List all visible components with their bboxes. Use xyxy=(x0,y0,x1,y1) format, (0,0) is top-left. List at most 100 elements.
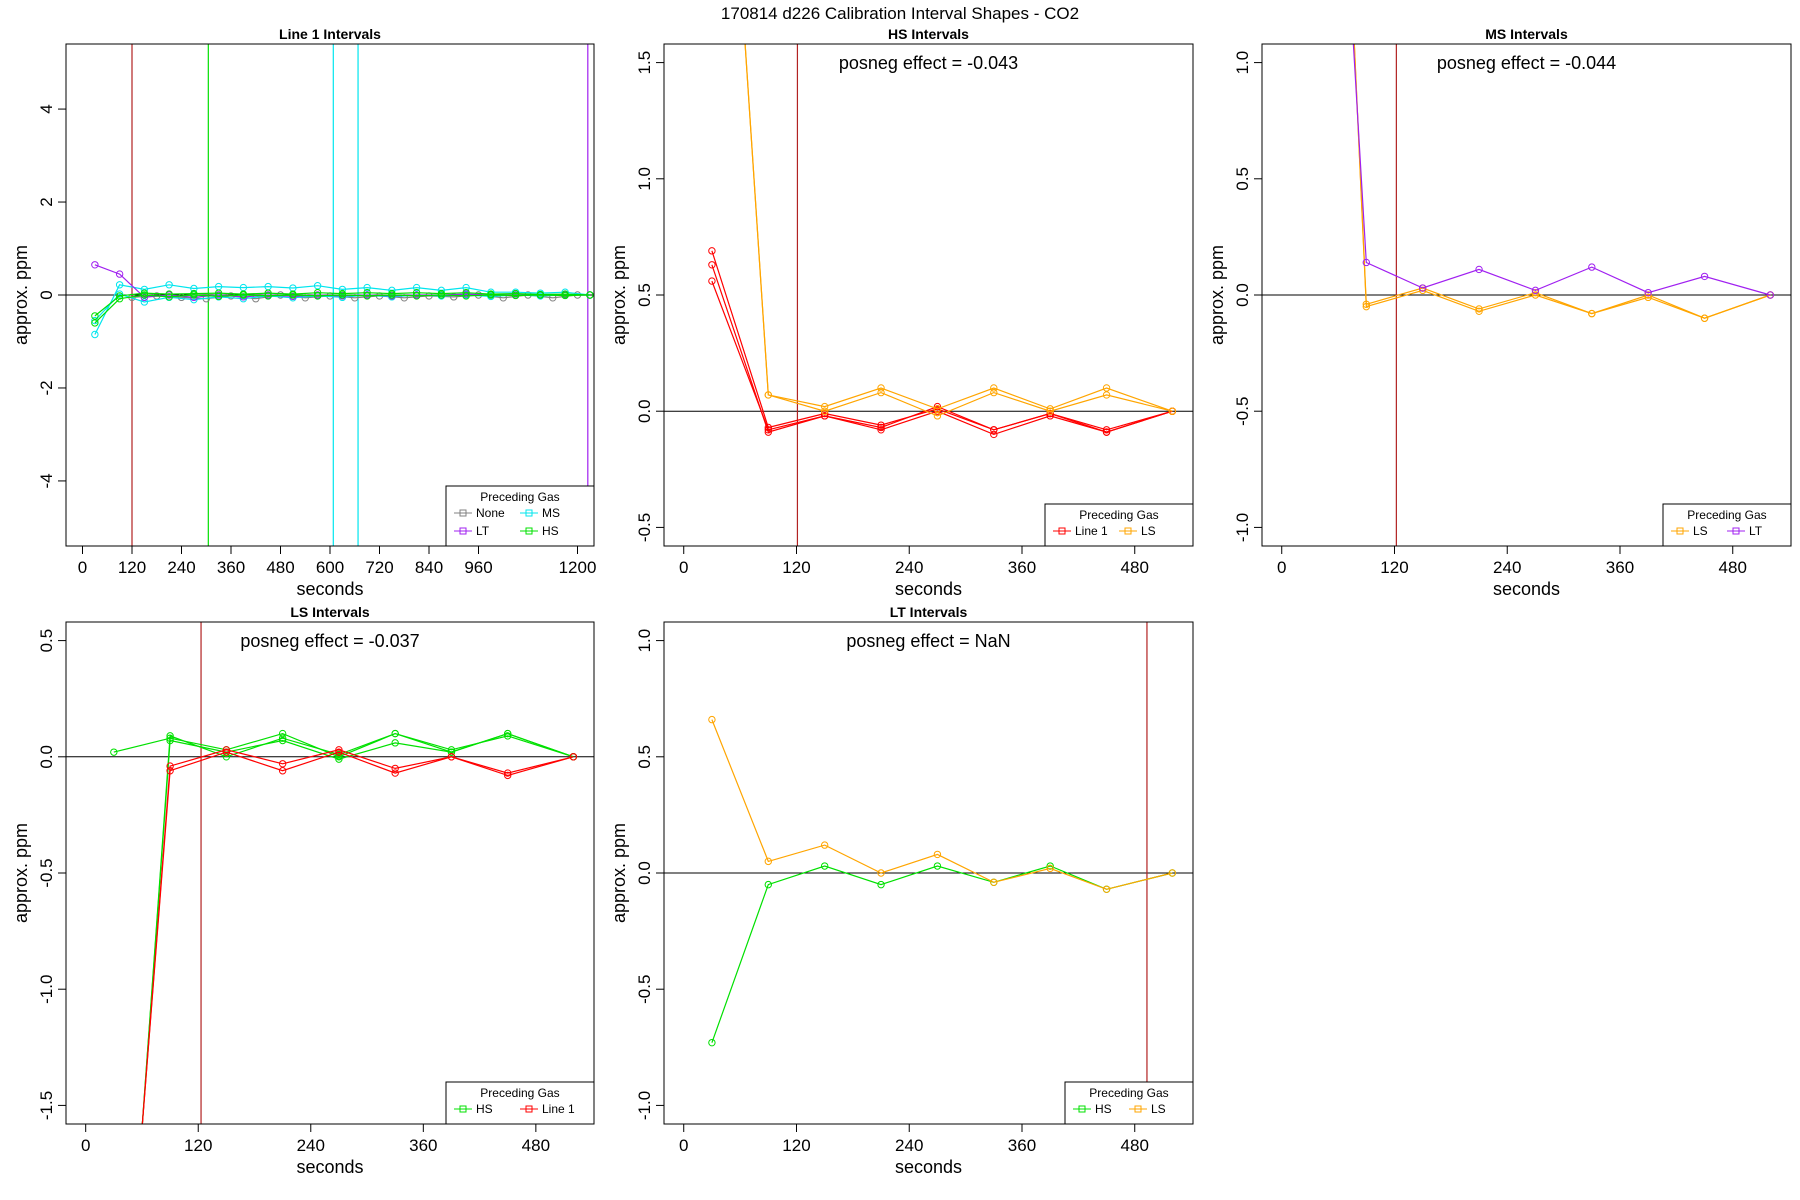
data-point xyxy=(511,291,520,300)
legend-entry: HS xyxy=(476,1102,493,1116)
x-tick-label: 480 xyxy=(522,1136,550,1155)
legend-entry: HS xyxy=(1095,1102,1112,1116)
x-tick-label: 480 xyxy=(266,558,294,577)
x-axis-label: seconds xyxy=(895,579,962,599)
x-tick-label: 240 xyxy=(167,558,195,577)
data-point xyxy=(278,736,287,745)
legend-entry: LT xyxy=(1749,524,1763,538)
data-point xyxy=(1046,862,1054,870)
panel-title: LS Intervals xyxy=(290,604,370,620)
data-point xyxy=(764,880,772,889)
y-tick-label: 0.5 xyxy=(635,283,654,307)
legend-entry: Line 1 xyxy=(1075,524,1108,538)
data-point xyxy=(1102,426,1111,434)
y-tick-label: 1.0 xyxy=(1233,51,1252,75)
legend-entry: None xyxy=(476,506,505,520)
series-line-line-1 xyxy=(711,250,1173,431)
data-point xyxy=(1644,288,1652,297)
legend-key-marker xyxy=(459,527,467,535)
data-point xyxy=(504,769,512,777)
legend-entry: LS xyxy=(1151,1102,1166,1116)
series-line-line-1 xyxy=(141,749,574,1124)
data-point xyxy=(115,295,124,303)
legend-title: Preceding Gas xyxy=(480,490,559,504)
data-point xyxy=(140,293,149,302)
data-point xyxy=(933,402,942,411)
data-point xyxy=(933,407,942,415)
data-point xyxy=(391,739,399,747)
series-line-line-1 xyxy=(141,751,574,1124)
data-point xyxy=(990,878,998,886)
data-point xyxy=(335,750,343,759)
data-point xyxy=(190,291,198,299)
y-tick-label: -1.5 xyxy=(37,1091,56,1120)
x-tick-label: 120 xyxy=(184,1136,212,1155)
legend-box xyxy=(1044,503,1194,547)
y-tick-label: -1.0 xyxy=(1233,513,1252,542)
posneg-annotation: posneg effect = -0.037 xyxy=(240,631,419,651)
x-tick-label: 960 xyxy=(464,558,492,577)
legend-title: Preceding Gas xyxy=(1089,1086,1168,1100)
y-tick-label: -1.0 xyxy=(37,975,56,1004)
data-point xyxy=(1362,300,1370,308)
x-axis-label: seconds xyxy=(296,1157,363,1177)
y-tick-label: -0.5 xyxy=(37,858,56,887)
data-point xyxy=(1102,391,1111,399)
data-point xyxy=(222,748,231,756)
data-point xyxy=(1046,412,1054,420)
x-tick-label: 360 xyxy=(1606,558,1634,577)
series-line-ls xyxy=(1353,44,1771,319)
data-point xyxy=(820,407,829,415)
legend-key-marker xyxy=(1134,1105,1142,1113)
data-point xyxy=(990,430,998,439)
x-tick-label: 360 xyxy=(409,1136,437,1155)
data-point xyxy=(877,384,885,392)
x-axis-label: seconds xyxy=(296,579,363,599)
legend-box xyxy=(445,485,595,547)
plot-area xyxy=(66,622,594,1124)
y-tick-label: 0.5 xyxy=(37,629,56,653)
x-tick-label: 480 xyxy=(1719,558,1747,577)
data-point xyxy=(764,857,772,866)
legend-box xyxy=(445,1081,595,1125)
x-tick-label: 120 xyxy=(782,1136,810,1155)
legend-key-marker xyxy=(1676,527,1684,535)
legend-key-marker xyxy=(525,1105,533,1113)
data-point xyxy=(1475,265,1483,274)
data-point xyxy=(166,736,174,745)
data-point xyxy=(391,769,399,777)
data-point xyxy=(301,294,309,302)
x-tick-label: 0 xyxy=(81,1136,90,1155)
x-tick-label: 0 xyxy=(679,1136,688,1155)
data-point xyxy=(1700,272,1709,281)
panel-5: LT Intervals 0 120 240 360 480 -1.0 -0.5 0.0 0.5 1… xyxy=(609,604,1194,1177)
series-line-ms xyxy=(94,284,590,335)
data-point xyxy=(820,841,829,849)
legend: Preceding Gas None MS LT HS xyxy=(445,485,595,547)
series-line-hs xyxy=(94,292,590,317)
x-tick-label: 720 xyxy=(365,558,393,577)
data-point xyxy=(313,292,322,300)
data-point xyxy=(1046,864,1054,873)
data-point xyxy=(115,290,124,298)
x-tick-label: 0 xyxy=(679,558,688,577)
x-tick-label: 0 xyxy=(1277,558,1286,577)
data-point xyxy=(1168,407,1177,415)
y-tick-label: -4 xyxy=(37,473,56,488)
legend-entry: HS xyxy=(542,524,559,538)
data-point xyxy=(877,388,885,397)
series-line-hs xyxy=(711,865,1173,1043)
series-line-hs xyxy=(94,294,590,324)
data-point xyxy=(1644,291,1652,299)
data-point xyxy=(115,270,124,278)
legend-key-marker xyxy=(1732,527,1740,535)
data-point xyxy=(1700,314,1709,322)
legend-entry: LS xyxy=(1141,524,1156,538)
data-point xyxy=(1531,288,1540,297)
data-point xyxy=(1588,263,1596,271)
data-point xyxy=(400,294,408,302)
series-line-line-1 xyxy=(711,280,1173,433)
data-point xyxy=(335,748,343,756)
data-point xyxy=(877,421,885,429)
data-point xyxy=(708,1038,716,1047)
